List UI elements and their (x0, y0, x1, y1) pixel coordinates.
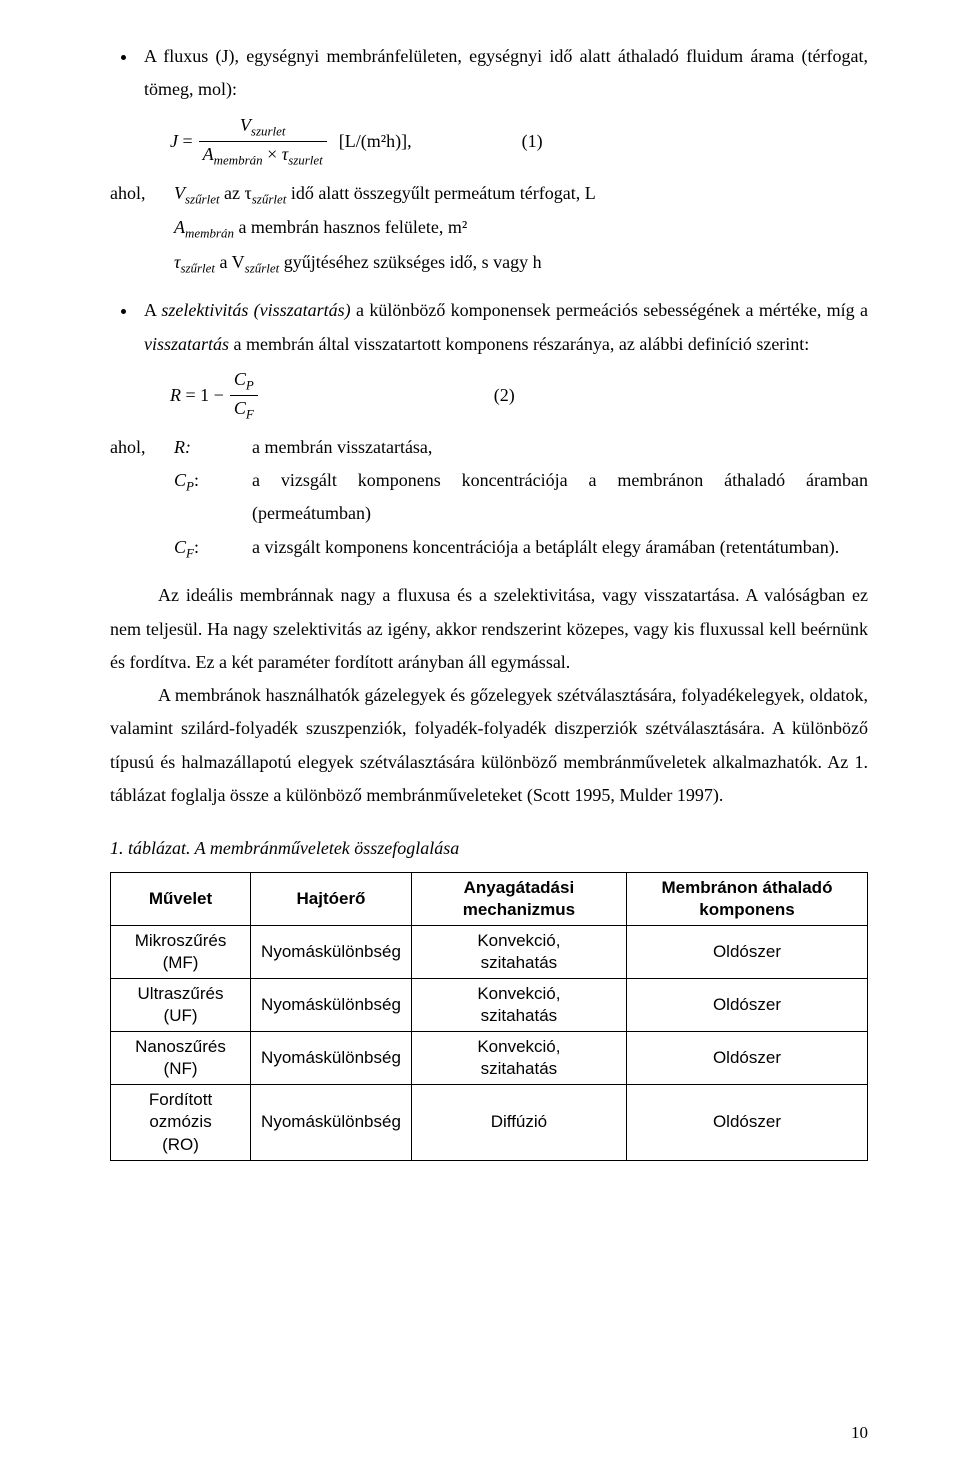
eq1-eq: = (183, 125, 193, 158)
def2-row2-sym: CP: (174, 464, 252, 531)
table-cell: Oldószer (626, 925, 867, 978)
th-driving-force: Hajtóerő (251, 872, 412, 925)
table-cell: Konvekció,szitahatás (411, 1032, 626, 1085)
def2-row3: CF: a vizsgált komponens koncentrációja … (110, 531, 868, 566)
table-row: Fordított ozmózis(RO)NyomáskülönbségDiff… (111, 1085, 868, 1160)
eq1-body: J = Vszurlet Amembrán × τszurlet (170, 115, 333, 169)
table-cell: Fordított ozmózis(RO) (111, 1085, 251, 1160)
eq2-den: CF (230, 398, 258, 422)
def2-row1: ahol, R: a membrán visszatartása, (110, 431, 868, 464)
eq1-number: (1) (522, 125, 543, 158)
bullet-fluxus: A fluxus (J), egységnyi membránfelületen… (138, 40, 868, 107)
equation-1: J = Vszurlet Amembrán × τszurlet [L/(m²h… (170, 115, 868, 169)
def1-row3-txt: τszűrlet a Vszűrlet gyűjtéséhez szüksége… (174, 246, 868, 281)
def1-row2-txt: Amembrán a membrán hasznos felülete, m² (174, 211, 868, 246)
eq1-unit: [L/(m²h)], (339, 125, 412, 158)
table-cell: Nyomáskülönbség (251, 925, 412, 978)
equation-2: R = 1 − CP CF (2) (170, 369, 868, 423)
def2-row1-sym: R: (174, 431, 252, 464)
def2-row2: CP: a vizsgált komponens koncentrációja … (110, 464, 868, 531)
table-cell: Nanoszűrés(NF) (111, 1032, 251, 1085)
def1-ahol: ahol, (110, 177, 174, 212)
operations-table: Művelet Hajtóerő Anyagátadási mechanizmu… (110, 872, 868, 1161)
table-cell: Konvekció,szitahatás (411, 978, 626, 1031)
paragraph-1: Az ideális membránnak nagy a fluxusa és … (110, 579, 868, 679)
table-row: Mikroszűrés(MF)NyomáskülönbségKonvekció,… (111, 925, 868, 978)
definitions-2: ahol, R: a membrán visszatartása, CP: a … (110, 431, 868, 565)
def1-row1-txt: Vszűrlet az τszűrlet idő alatt összegyűl… (174, 177, 868, 212)
eq2-bar (230, 395, 258, 396)
table-head: Művelet Hajtóerő Anyagátadási mechanizmu… (111, 872, 868, 925)
table-cell: Nyomáskülönbség (251, 978, 412, 1031)
table-cell: Nyomáskülönbség (251, 1032, 412, 1085)
table-row: Nanoszűrés(NF)NyomáskülönbségKonvekció,s… (111, 1032, 868, 1085)
bullet-selectivity: A szelektivitás (visszatartás) a különbö… (138, 294, 868, 361)
definitions-1: ahol, Vszűrlet az τszűrlet idő alatt öss… (110, 177, 868, 281)
eq2-fraction: CP CF (230, 369, 258, 423)
table-cell: Oldószer (626, 978, 867, 1031)
eq1-den: Amembrán × τszurlet (199, 144, 327, 168)
page: A fluxus (J), egységnyi membránfelületen… (0, 0, 960, 1478)
def2-row3-sym: CF: (174, 531, 252, 566)
th-operation: Művelet (111, 872, 251, 925)
table-cell: Mikroszűrés(MF) (111, 925, 251, 978)
def1-row2: Amembrán a membrán hasznos felülete, m² (110, 211, 868, 246)
eq1-bar (199, 141, 327, 142)
page-number: 10 (851, 1417, 868, 1448)
table-body: Mikroszűrés(MF)NyomáskülönbségKonvekció,… (111, 925, 868, 1160)
table-header-row: Művelet Hajtóerő Anyagátadási mechanizmu… (111, 872, 868, 925)
table-row: Ultraszűrés(UF)NyomáskülönbségKonvekció,… (111, 978, 868, 1031)
table-caption: 1. táblázat. A membránműveletek összefog… (110, 832, 868, 865)
eq2-num: CP (230, 369, 258, 393)
bullet-list-1: A fluxus (J), egységnyi membránfelületen… (138, 40, 868, 107)
eq1-num: Vszurlet (236, 115, 290, 139)
eq2-eq: = 1 − (186, 379, 224, 412)
eq2-R: R (170, 379, 181, 412)
table-cell: Ultraszűrés(UF) (111, 978, 251, 1031)
th-component: Membránon áthaladó komponens (626, 872, 867, 925)
def2-ahol: ahol, (110, 431, 174, 464)
bullet-fluxus-text: A fluxus (J), egységnyi membránfelületen… (144, 46, 868, 99)
table-cell: Konvekció,szitahatás (411, 925, 626, 978)
def1-row3: τszűrlet a Vszűrlet gyűjtéséhez szüksége… (110, 246, 868, 281)
table-cell: Oldószer (626, 1032, 867, 1085)
eq2-body: R = 1 − CP CF (170, 369, 264, 423)
paragraph-2: A membránok használhatók gázelegyek és g… (110, 679, 868, 812)
def2-row2-txt: a vizsgált komponens koncentrációja a me… (252, 464, 868, 531)
eq1-fraction: Vszurlet Amembrán × τszurlet (199, 115, 327, 169)
table-cell: Diffúzió (411, 1085, 626, 1160)
table-cell: Oldószer (626, 1085, 867, 1160)
th-mechanism: Anyagátadási mechanizmus (411, 872, 626, 925)
table-cell: Nyomáskülönbség (251, 1085, 412, 1160)
eq2-number: (2) (494, 379, 515, 412)
def1-row1: ahol, Vszűrlet az τszűrlet idő alatt öss… (110, 177, 868, 212)
def2-row1-txt: a membrán visszatartása, (252, 431, 868, 464)
bullet-list-2: A szelektivitás (visszatartás) a különbö… (138, 294, 868, 361)
eq1-J: J (170, 125, 178, 158)
def2-row3-txt: a vizsgált komponens koncentrációja a be… (252, 531, 868, 566)
